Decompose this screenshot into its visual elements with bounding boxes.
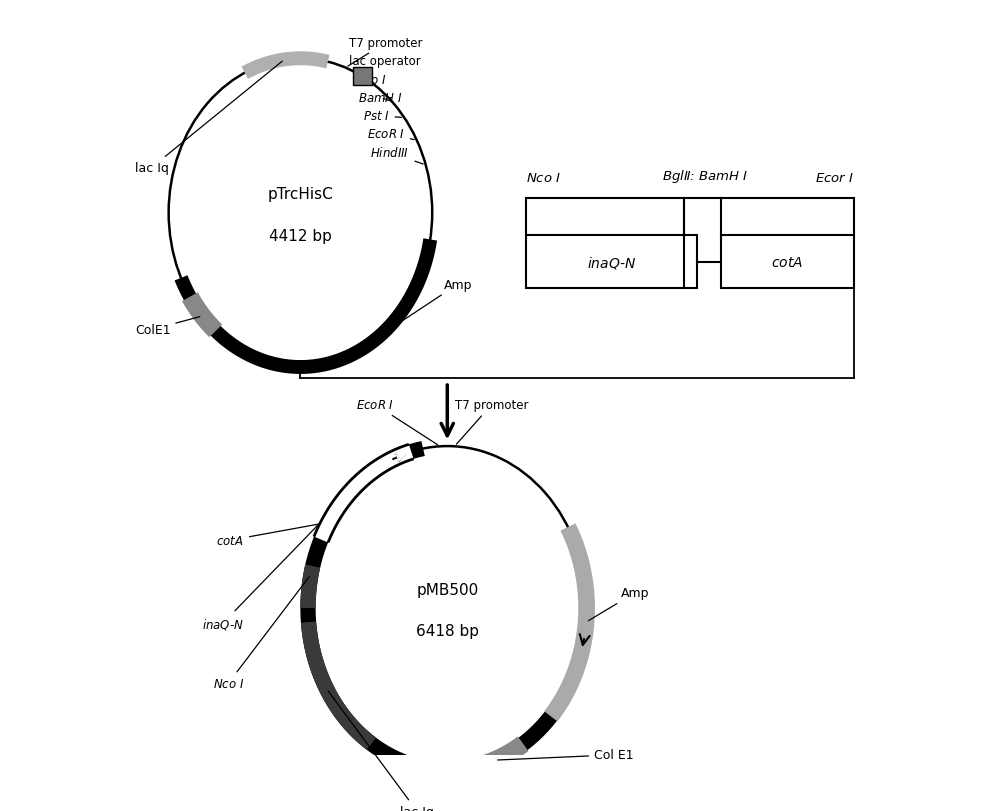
Text: Amp: Amp [588, 586, 649, 621]
Text: $inaQ$-N: $inaQ$-N [587, 255, 636, 270]
Text: $inaQ$-N: $inaQ$-N [202, 487, 356, 631]
Text: T7 promoter: T7 promoter [348, 36, 423, 67]
Text: $Hind$III: $Hind$III [370, 146, 423, 165]
Text: 4412 bp: 4412 bp [269, 229, 332, 243]
Text: T7 promoter: T7 promoter [455, 399, 528, 444]
Text: lac Iq: lac Iq [135, 62, 282, 174]
Bar [721, 236, 854, 289]
Text: $Ecor$ I: $Ecor$ I [815, 172, 854, 185]
Text: $cotA$: $cotA$ [771, 255, 803, 269]
FancyBboxPatch shape [353, 68, 372, 86]
Text: $Pst$ I: $Pst$ I [363, 109, 402, 122]
Text: Col E1: Col E1 [498, 749, 634, 762]
Bar [526, 236, 697, 289]
Text: $EcoR$ I: $EcoR$ I [367, 128, 414, 141]
Text: $Nco$ I: $Nco$ I [526, 172, 561, 185]
Text: $cotA$: $cotA$ [216, 523, 326, 547]
Text: 6418 bp: 6418 bp [416, 624, 479, 638]
Text: $EcoR$ I: $EcoR$ I [356, 399, 438, 445]
Text: pMB500: pMB500 [416, 582, 478, 597]
Text: $BamH$ I: $BamH$ I [358, 92, 403, 105]
Text: $Bgl$Ⅱ: $BamH$ I: $Bgl$Ⅱ: $BamH$ I [662, 168, 748, 185]
Text: lac Iq: lac Iq [328, 691, 434, 811]
Text: $Nco$ I: $Nco$ I [213, 577, 309, 690]
Text: ColE1: ColE1 [135, 317, 200, 337]
Text: Amp: Amp [344, 278, 472, 360]
Text: lac operator: lac operator [349, 55, 421, 75]
Text: $Nco$ I: $Nco$ I [355, 74, 386, 87]
Text: pTrcHisC: pTrcHisC [268, 187, 333, 202]
